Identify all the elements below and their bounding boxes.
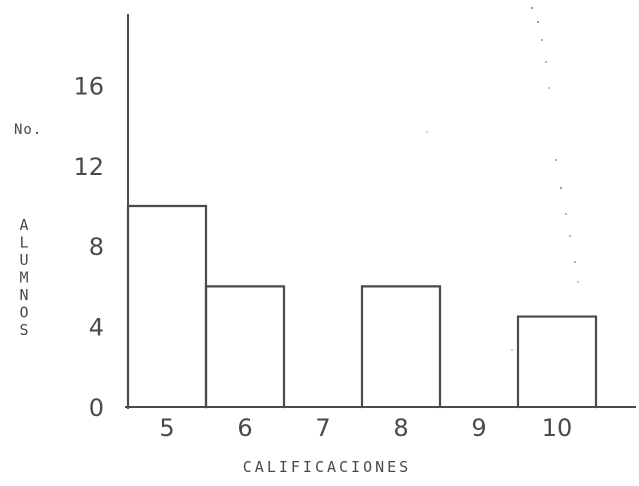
y-axis-title-letter: N: [19, 286, 28, 304]
y-tick-labels: 0 4 8 12 16: [73, 72, 104, 422]
bars-group: [126, 204, 598, 409]
y-axis-title-letter: U: [19, 251, 28, 269]
bar-10: [516, 315, 598, 409]
x-tick-label: 7: [315, 414, 330, 442]
y-tick-label: 16: [73, 72, 104, 100]
bar-6: [204, 285, 286, 409]
x-tick-label: 6: [237, 414, 252, 442]
x-tick-label: 10: [542, 414, 573, 442]
scan-noise: [426, 6, 579, 351]
y-tick-label: 8: [89, 233, 104, 261]
y-axis-title-letter: A: [19, 216, 28, 234]
y-axis-title-letter: M: [19, 269, 28, 287]
y-tick-label: 0: [89, 394, 104, 422]
x-axis-title: CALIFICACIONES: [243, 458, 411, 476]
y-tick-label: 12: [73, 153, 104, 181]
x-tick-label: 5: [159, 414, 174, 442]
x-tick-label: 9: [471, 414, 486, 442]
y-tick-label: 4: [89, 314, 104, 342]
y-axis-title-letter: O: [19, 304, 28, 322]
y-axis-title-letter: S: [19, 321, 28, 339]
bar-8: [360, 285, 442, 409]
x-tick-labels: 5 6 7 8 9 10: [159, 414, 572, 442]
bar-5: [126, 204, 208, 409]
y-axis-title-line1: No.: [14, 122, 42, 138]
y-axis-title-letter: L: [19, 234, 28, 252]
x-tick-label: 8: [393, 414, 408, 442]
